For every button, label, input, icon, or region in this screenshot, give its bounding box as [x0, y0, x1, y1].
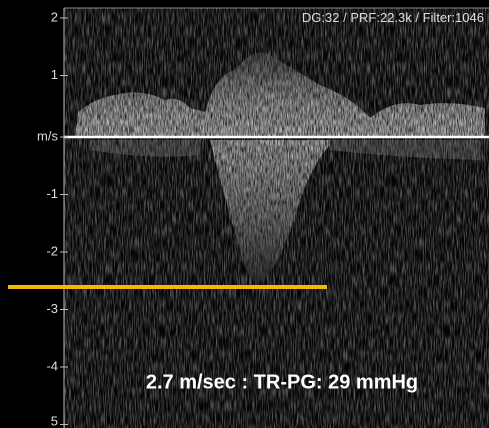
- axis-label: 5: [51, 413, 58, 428]
- axis-label: m/s: [37, 128, 58, 143]
- axis-label: -2: [46, 243, 58, 258]
- doppler-image: 2 1 m/s -1 -2 -3 -4 5 DG:32 / PRF:22.3k / Filte…: [0, 0, 489, 428]
- page: {"header": {"settings": "DG:32 / PRF:22.…: [0, 0, 489, 428]
- axis-ticks: 2 1 m/s -1 -2 -3 -4 5: [37, 9, 68, 428]
- axis-label: -3: [46, 301, 58, 316]
- settings-text: DG:32 / PRF:22.3k / Filter:1046: [302, 10, 484, 25]
- measurement-annotation: 2.7 m/sec : TR-PG: 29 mmHg: [146, 371, 418, 393]
- axis-label: 2: [51, 9, 58, 24]
- axis-label: -4: [46, 358, 58, 373]
- axis-label: 1: [51, 67, 58, 82]
- axis-label: -1: [46, 186, 58, 201]
